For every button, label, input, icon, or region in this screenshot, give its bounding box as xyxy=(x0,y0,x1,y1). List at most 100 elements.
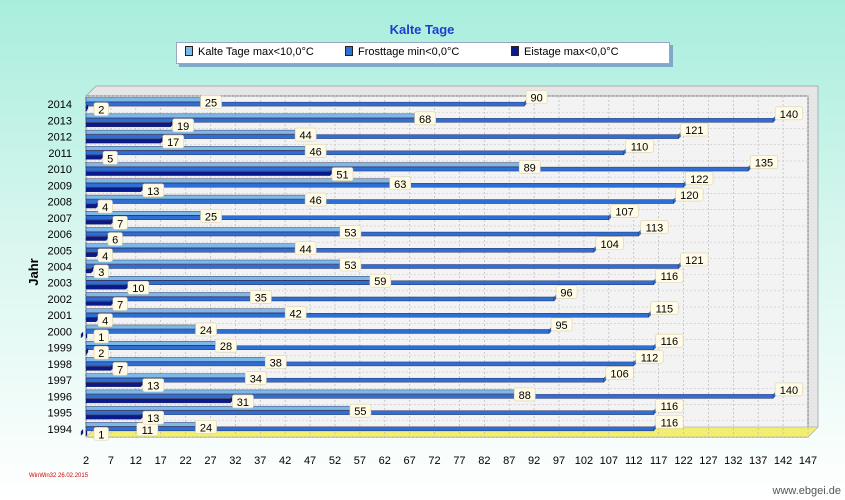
bar xyxy=(85,394,774,399)
x-tick-label: 142 xyxy=(774,455,792,467)
data-label-bg xyxy=(680,122,709,137)
data-label-bg xyxy=(655,333,684,348)
bar-end xyxy=(678,132,681,139)
bar xyxy=(85,414,141,420)
data-label-bg xyxy=(331,167,354,181)
data-label-bg xyxy=(112,215,128,230)
data-label: 4 xyxy=(102,316,108,328)
data-label: 59 xyxy=(374,276,386,288)
data-label: 112 xyxy=(641,352,659,364)
data-label: 44 xyxy=(300,244,312,256)
bar xyxy=(85,203,97,209)
bar xyxy=(85,292,251,297)
bar xyxy=(85,268,92,274)
bar xyxy=(85,382,141,387)
x-tick-label: 117 xyxy=(650,455,668,467)
x-tick-label: 147 xyxy=(799,455,817,467)
data-label: 140 xyxy=(780,385,798,397)
y-category-label: 2003 xyxy=(48,278,72,290)
bar-end xyxy=(653,343,656,351)
data-label: 116 xyxy=(661,336,679,348)
bar xyxy=(85,398,231,404)
data-label-bg xyxy=(93,329,109,344)
data-label: 121 xyxy=(685,125,703,137)
footer-stamp: WinWin32 26.02.2015 xyxy=(29,473,89,479)
data-label: 110 xyxy=(631,141,649,153)
data-label: 4 xyxy=(102,202,108,214)
x-tick-label: 87 xyxy=(503,455,515,467)
data-label-bg xyxy=(127,280,150,295)
data-label: 90 xyxy=(531,93,543,105)
data-label-bg xyxy=(172,118,194,133)
bar xyxy=(85,183,684,188)
x-tick-label: 27 xyxy=(204,455,216,467)
data-label: 96 xyxy=(560,287,572,299)
bar xyxy=(85,194,306,200)
legend-item-frost: Frosttage min<0,0°C xyxy=(345,46,459,58)
x-tick-label: 107 xyxy=(600,455,618,467)
bar xyxy=(85,366,112,371)
data-label-bg xyxy=(389,176,412,191)
y-category-label: 2009 xyxy=(48,180,72,192)
y-category-label: 2013 xyxy=(48,115,72,127)
bar-end xyxy=(603,375,606,383)
data-label: 116 xyxy=(661,401,679,413)
data-label-bg xyxy=(304,192,327,207)
x-tick-label: 92 xyxy=(528,455,540,467)
data-label: 24 xyxy=(200,325,212,337)
bar-end xyxy=(90,266,94,274)
bar xyxy=(85,345,654,350)
bar xyxy=(85,101,525,107)
data-label-bg xyxy=(97,313,113,328)
bar-end xyxy=(772,392,776,399)
data-label: 44 xyxy=(300,130,312,142)
data-label-bg xyxy=(112,297,128,311)
data-label-bg xyxy=(774,106,803,121)
data-label: 88 xyxy=(519,390,531,402)
y-category-label: 2010 xyxy=(48,164,72,176)
footer-website: www.ebgei.de xyxy=(772,485,842,497)
data-label-bg xyxy=(112,362,128,376)
data-label: 106 xyxy=(610,369,628,381)
data-label: 121 xyxy=(685,255,703,267)
data-label: 7 xyxy=(117,364,123,376)
bar xyxy=(85,329,550,334)
bar xyxy=(85,146,306,151)
bar-end xyxy=(772,115,776,123)
data-label: 25 xyxy=(205,98,217,110)
bar xyxy=(85,220,112,225)
y-category-label: 2001 xyxy=(48,310,72,322)
data-label: 63 xyxy=(394,179,406,191)
bar-end xyxy=(553,294,557,302)
bar xyxy=(85,166,749,172)
y-category-label: 1998 xyxy=(48,359,72,371)
data-label-bg xyxy=(97,248,113,263)
data-label-bg xyxy=(107,232,123,246)
bar xyxy=(85,301,112,306)
bar-end xyxy=(638,229,641,237)
data-label-bg xyxy=(774,382,803,397)
bar xyxy=(85,187,141,193)
data-label-bg xyxy=(215,338,237,353)
data-label-bg xyxy=(142,183,165,198)
y-category-label: 2014 xyxy=(48,99,72,111)
data-label: 34 xyxy=(250,374,262,386)
x-tick-label: 7 xyxy=(108,455,114,467)
y-category-label: 2006 xyxy=(48,229,72,241)
x-axis-ticks: 2 7 12 17 22 27 32 37 42 47 52 57 62 67 72 77 82 87 92 97 10… xyxy=(83,455,817,467)
x-tick-label: 42 xyxy=(279,455,291,467)
data-label: 1 xyxy=(98,429,104,441)
x-tick-label: 67 xyxy=(404,455,416,467)
bar xyxy=(85,317,97,322)
x-tick-label: 97 xyxy=(553,455,565,467)
x-tick-label: 62 xyxy=(379,455,391,467)
data-label: 42 xyxy=(290,309,302,321)
x-tick-label: 72 xyxy=(428,455,440,467)
bar xyxy=(85,97,201,102)
data-label-bg xyxy=(245,371,267,385)
data-label-bg xyxy=(304,144,327,158)
bar xyxy=(85,231,639,237)
bar xyxy=(85,138,161,144)
data-label: 104 xyxy=(600,239,618,251)
data-label-bg xyxy=(162,134,184,149)
